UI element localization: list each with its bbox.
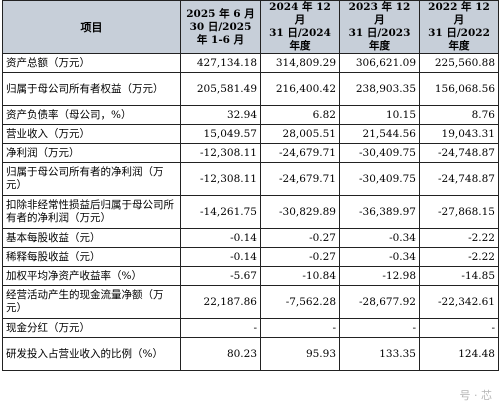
header-period: 2022 年 12 月 31 日/2022 年度 <box>419 0 499 54</box>
row-label: 基本每股收益（元） <box>2 228 181 248</box>
row-label: 现金分红（万元） <box>2 318 181 338</box>
cell-value: -2.22 <box>419 247 499 267</box>
cell-value: 314,809.29 <box>260 53 340 73</box>
table-header-row: 项目 2025 年 6 月 30 日/2025 年 1-6 月 2024 年 1… <box>2 0 499 54</box>
table-row: 扣除非经常性损益后归属于母公司所有者的净利润（万元） -14,261.75 -3… <box>2 195 499 229</box>
row-label: 营业收入（万元） <box>2 124 181 144</box>
cell-value: -14,261.75 <box>180 195 261 229</box>
cell-value: - <box>260 318 340 338</box>
table-row: 资产总额（万元） 427,134.18 314,809.29 306,621.0… <box>2 53 499 73</box>
header-period-line: 31 日/2023 <box>348 27 411 39</box>
table-row: 加权平均净资产收益率（%） -5.67 -10.84 -12.98 -14.85 <box>2 266 499 286</box>
cell-value: 225,560.88 <box>419 53 499 73</box>
cell-value: -14.85 <box>419 266 499 286</box>
cell-value: -10.84 <box>260 266 340 286</box>
cell-value: -22,342.61 <box>419 285 499 319</box>
cell-value: 6.82 <box>260 105 340 125</box>
table-row: 稀释每股收益（元） -0.14 -0.27 -0.34 -2.22 <box>2 247 499 267</box>
cell-value: -24,748.87 <box>419 143 499 163</box>
row-label: 研发投入占营业收入的比例（%） <box>2 337 181 371</box>
row-label: 归属于母公司所有者权益（万元） <box>2 72 181 106</box>
header-period: 2024 年 12 月 31 日/2024 年度 <box>260 0 340 54</box>
cell-value: -24,679.71 <box>260 162 340 196</box>
header-period-line: 年 1-6 月 <box>196 33 245 46</box>
cell-value: -24,679.71 <box>260 143 340 163</box>
cell-value: 156,068.56 <box>419 72 499 106</box>
financial-summary-table: 项目 2025 年 6 月 30 日/2025 年 1-6 月 2024 年 1… <box>2 0 499 371</box>
cell-value: -12.98 <box>339 266 420 286</box>
cell-value: 10.15 <box>339 105 420 125</box>
cell-value: -30,409.75 <box>339 162 420 196</box>
cell-value: 8.76 <box>419 105 499 125</box>
cell-value: -36,389.97 <box>339 195 420 229</box>
cell-value: 22,187.86 <box>180 285 261 319</box>
cell-value: -0.27 <box>260 247 340 267</box>
row-label: 净利润（万元） <box>2 143 181 163</box>
header-period-line: 31 日/2024 <box>269 27 331 39</box>
header-period-line: 年度 <box>448 40 470 52</box>
table-row: 归属于母公司所有者权益（万元） 205,581.49 216,400.42 23… <box>2 72 499 106</box>
cell-value: -0.14 <box>180 228 261 248</box>
header-period-line: 年度 <box>289 40 311 52</box>
cell-value: - <box>180 318 261 338</box>
watermark: 号 · 芯 <box>459 389 493 402</box>
header-item: 项目 <box>2 0 181 54</box>
table-row: 营业收入（万元） 15,049.57 28,005.51 21,544.56 1… <box>2 124 499 144</box>
table-row: 研发投入占营业收入的比例（%） 80.23 95.93 133.35 124.4… <box>2 337 499 371</box>
cell-value: 21,544.56 <box>339 124 420 144</box>
header-period: 2023 年 12 月 31 日/2023 年度 <box>339 0 420 54</box>
cell-value: 124.48 <box>419 337 499 371</box>
row-label: 经营活动产生的现金流量净额（万元） <box>2 285 181 319</box>
cell-value: - <box>339 318 420 338</box>
table-row: 净利润（万元） -12,308.11 -24,679.71 -30,409.75… <box>2 143 499 163</box>
cell-value: -24,748.87 <box>419 162 499 196</box>
cell-value: 306,621.09 <box>339 53 420 73</box>
row-label: 资产总额（万元） <box>2 53 181 73</box>
cell-value: 15,049.57 <box>180 124 261 144</box>
header-period-line: 2024 年 12 月 <box>269 1 331 26</box>
cell-value: -5.67 <box>180 266 261 286</box>
table-row: 现金分红（万元） - - - - <box>2 318 499 338</box>
row-label: 归属于母公司所有者的净利润（万元） <box>2 162 181 196</box>
row-label: 加权平均净资产收益率（%） <box>2 266 181 286</box>
header-period-line: 30 日/2025 <box>189 20 252 33</box>
cell-value: 32.94 <box>180 105 261 125</box>
cell-value: 216,400.42 <box>260 72 340 106</box>
row-label: 扣除非经常性损益后归属于母公司所有者的净利润（万元） <box>2 195 181 229</box>
cell-value: -0.34 <box>339 228 420 248</box>
cell-value: -12,308.11 <box>180 162 261 196</box>
cell-value: 19,043.31 <box>419 124 499 144</box>
cell-value: 80.23 <box>180 337 261 371</box>
table-row: 基本每股收益（元） -0.14 -0.27 -0.34 -2.22 <box>2 228 499 248</box>
cell-value: -30,409.75 <box>339 143 420 163</box>
cell-value: -0.34 <box>339 247 420 267</box>
cell-value: -7,562.28 <box>260 285 340 319</box>
cell-value: 205,581.49 <box>180 72 261 106</box>
header-period-line: 年度 <box>369 40 390 52</box>
cell-value: -0.27 <box>260 228 340 248</box>
cell-value: -12,308.11 <box>180 143 261 163</box>
header-period-line: 2022 年 12 月 <box>428 1 490 26</box>
table-row: 归属于母公司所有者的净利润（万元） -12,308.11 -24,679.71 … <box>2 162 499 196</box>
header-period-line: 2023 年 12 月 <box>348 1 411 26</box>
cell-value: -27,868.15 <box>419 195 499 229</box>
table-row: 经营活动产生的现金流量净额（万元） 22,187.86 -7,562.28 -2… <box>2 285 499 319</box>
cell-value: - <box>419 318 499 338</box>
row-label: 稀释每股收益（元） <box>2 247 181 267</box>
cell-value: 133.35 <box>339 337 420 371</box>
row-label: 资产负债率（母公司，%） <box>2 105 181 125</box>
cell-value: 95.93 <box>260 337 340 371</box>
table-row: 资产负债率（母公司，%） 32.94 6.82 10.15 8.76 <box>2 105 499 125</box>
cell-value: -0.14 <box>180 247 261 267</box>
cell-value: 427,134.18 <box>180 53 261 73</box>
header-period-line: 2025 年 6 月 <box>186 7 255 20</box>
cell-value: -28,677.92 <box>339 285 420 319</box>
cell-value: 28,005.51 <box>260 124 340 144</box>
cell-value: -30,829.89 <box>260 195 340 229</box>
cell-value: -2.22 <box>419 228 499 248</box>
header-period: 2025 年 6 月 30 日/2025 年 1-6 月 <box>180 0 261 54</box>
cell-value: 238,903.35 <box>339 72 420 106</box>
header-period-line: 31 日/2022 <box>428 27 490 39</box>
